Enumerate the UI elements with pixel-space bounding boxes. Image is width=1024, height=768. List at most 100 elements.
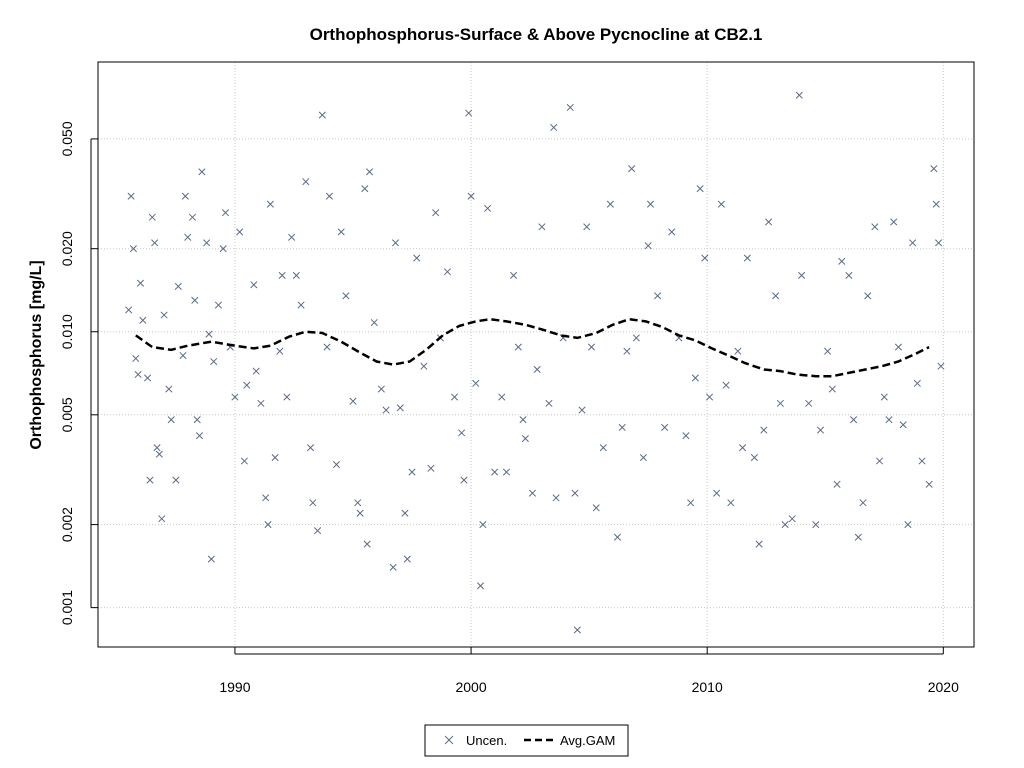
data-point: [214, 301, 222, 309]
data-point: [528, 489, 537, 497]
data-point: [828, 385, 836, 393]
data-point: [460, 476, 468, 484]
data-point: [854, 533, 862, 541]
data-point: [195, 432, 204, 440]
data-point: [618, 423, 626, 431]
data-point: [408, 468, 416, 476]
data-point: [894, 343, 902, 351]
data-point: [240, 457, 248, 465]
data-point: [691, 374, 699, 382]
data-point: [491, 468, 499, 476]
data-point: [904, 521, 912, 529]
data-point: [318, 111, 326, 119]
data-point: [812, 521, 820, 529]
data-point: [264, 521, 272, 529]
data-point: [632, 334, 640, 342]
data-point: [391, 239, 400, 247]
data-point: [179, 351, 187, 360]
data-point: [599, 444, 607, 452]
data-point: [413, 254, 421, 262]
data-point: [760, 426, 768, 434]
data-point: [571, 489, 579, 497]
data-point: [134, 370, 142, 379]
data-point: [587, 343, 596, 351]
data-point: [148, 213, 156, 221]
data-point: [160, 311, 168, 319]
legend-label-uncen: Uncen.: [466, 733, 507, 748]
data-point: [127, 192, 135, 200]
data-point: [337, 228, 345, 236]
data-point: [231, 393, 239, 401]
x-tick-label: 1990: [219, 679, 250, 695]
data-point: [937, 362, 945, 370]
data-point: [278, 271, 286, 279]
gam-line: [135, 317, 930, 378]
scatter-series: [125, 91, 945, 634]
data-point: [514, 343, 522, 351]
data-point: [538, 223, 546, 231]
data-point: [276, 347, 284, 355]
data-point: [396, 404, 404, 412]
data-point: [521, 435, 529, 443]
data-point: [252, 367, 260, 375]
data-point: [236, 228, 244, 236]
data-point: [323, 343, 331, 351]
data-point: [361, 185, 369, 193]
data-point: [705, 393, 714, 401]
data-point: [172, 476, 180, 484]
data-point: [389, 563, 397, 571]
y-tick-label: 0.020: [59, 231, 75, 266]
chart-title: Orthophosphorus-Surface & Above Pycnocli…: [310, 25, 763, 44]
x-tick-label: 2020: [928, 679, 959, 695]
data-point: [816, 426, 825, 434]
data-point: [125, 306, 133, 314]
data-point: [918, 457, 926, 465]
data-point: [243, 381, 251, 389]
data-point: [850, 416, 858, 424]
data-point: [788, 515, 796, 523]
data-point: [628, 165, 636, 173]
data-point: [205, 330, 213, 338]
legend-label-gam: Avg.GAM: [560, 733, 615, 748]
data-point: [476, 582, 485, 590]
data-point: [930, 165, 938, 173]
data-point: [859, 499, 867, 507]
data-point: [682, 432, 690, 440]
y-tick-label: 0.050: [59, 121, 75, 156]
legend-box: [424, 724, 629, 757]
data-point: [443, 268, 452, 276]
data-point: [772, 292, 780, 300]
data-point: [885, 416, 893, 424]
data-point: [722, 381, 730, 389]
legend-scatter-marker-icon: [444, 735, 454, 745]
data-point: [727, 499, 735, 507]
data-point: [743, 254, 751, 262]
data-point: [935, 239, 943, 247]
data-point: [613, 533, 622, 541]
data-point: [913, 379, 921, 387]
data-point: [661, 423, 669, 431]
data-point: [583, 223, 591, 231]
data-point: [519, 416, 527, 424]
data-point: [795, 91, 803, 99]
data-point: [356, 509, 364, 517]
data-point: [687, 499, 695, 507]
data-point: [875, 457, 884, 465]
data-point: [250, 281, 258, 289]
data-point: [370, 318, 378, 327]
data-point: [713, 489, 721, 497]
data-point: [578, 406, 586, 414]
data-point: [552, 494, 560, 502]
data-point: [623, 347, 631, 355]
data-point: [325, 192, 333, 200]
y-tick-label: 0.010: [59, 314, 75, 349]
data-point: [566, 103, 574, 112]
data-point: [925, 480, 933, 488]
data-point: [262, 494, 270, 502]
legend: Uncen. Avg.GAM: [424, 724, 629, 757]
data-point: [401, 509, 409, 517]
data-point: [781, 521, 789, 529]
data-point: [668, 228, 676, 236]
data-point: [833, 480, 841, 488]
